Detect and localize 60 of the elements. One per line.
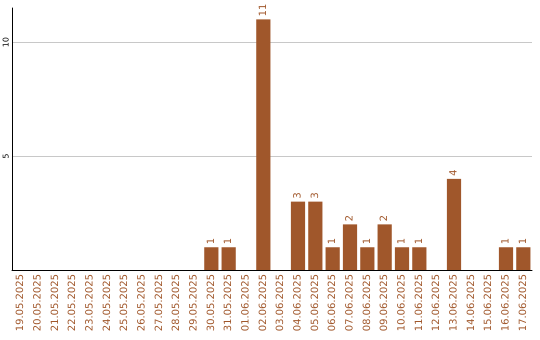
bar	[256, 19, 270, 270]
x-tick-label: 08.06.2025	[362, 274, 373, 332]
x-tick-label: 06.06.2025	[327, 274, 338, 332]
x-tick-label: 07.06.2025	[344, 274, 356, 332]
x-tick-label: 27.05.2025	[154, 274, 165, 332]
data-label: 3	[310, 192, 321, 199]
x-tick-label: 16.06.2025	[500, 274, 512, 332]
x-tick-label: 20.05.2025	[32, 274, 44, 332]
x-tick-label: 11.06.2025	[414, 274, 425, 332]
data-label: 1	[362, 238, 373, 244]
data-label: 1	[206, 238, 217, 244]
bar	[308, 202, 322, 270]
data-label: 1	[500, 238, 512, 244]
x-tick-label: 19.05.2025	[15, 274, 26, 332]
bar	[516, 247, 530, 270]
bar	[394, 247, 410, 270]
x-tick-label: 21.05.2025	[50, 274, 61, 332]
bar	[498, 247, 514, 270]
bar	[204, 247, 218, 270]
bar	[446, 178, 462, 270]
bar	[326, 247, 340, 270]
x-tick-label: 26.05.2025	[136, 274, 148, 332]
y-tick-label: 5	[2, 154, 10, 159]
x-tick-label: 09.06.2025	[379, 274, 390, 332]
x-tick-label: 17.06.2025	[518, 274, 529, 332]
data-label: 2	[344, 215, 356, 222]
x-tick-label: 29.05.2025	[188, 274, 200, 332]
data-label: 3	[292, 192, 304, 199]
x-tick-label: 01.06.2025	[240, 274, 252, 332]
x-tick-label: 24.05.2025	[102, 274, 113, 332]
data-label: 1	[327, 238, 338, 244]
x-tick-label: 25.05.2025	[119, 274, 130, 332]
data-label: 1	[396, 238, 408, 244]
data-label: 1	[518, 238, 529, 244]
data-label: 11	[258, 4, 269, 16]
bar	[222, 247, 236, 270]
bar	[378, 224, 392, 270]
data-label: 2	[379, 215, 390, 222]
bar	[290, 202, 306, 270]
x-tick-label: 30.05.2025	[206, 274, 217, 332]
x-tick-label: 10.06.2025	[396, 274, 408, 332]
x-tick-label: 15.06.2025	[483, 274, 494, 332]
y-tick-label: 10	[2, 37, 10, 48]
x-tick-label: 31.05.2025	[223, 274, 234, 332]
x-tick-label: 23.05.2025	[84, 274, 96, 332]
x-tick-label: 05.06.2025	[310, 274, 321, 332]
x-tick-label: 03.06.2025	[275, 274, 286, 332]
bar	[342, 224, 358, 270]
data-label: 1	[223, 238, 234, 244]
x-tick-label: 14.06.2025	[466, 274, 477, 332]
x-tick-label: 04.06.2025	[292, 274, 304, 332]
x-tick-label: 12.06.2025	[431, 274, 442, 332]
bar	[360, 247, 374, 270]
data-label: 4	[448, 169, 460, 176]
x-tick-label: 02.06.2025	[258, 274, 269, 332]
x-tick-label: 13.06.2025	[448, 274, 460, 332]
x-tick-label: 28.05.2025	[171, 274, 182, 332]
bar	[412, 247, 426, 270]
x-tick-label: 22.05.2025	[67, 274, 78, 332]
data-label: 1	[414, 238, 425, 244]
